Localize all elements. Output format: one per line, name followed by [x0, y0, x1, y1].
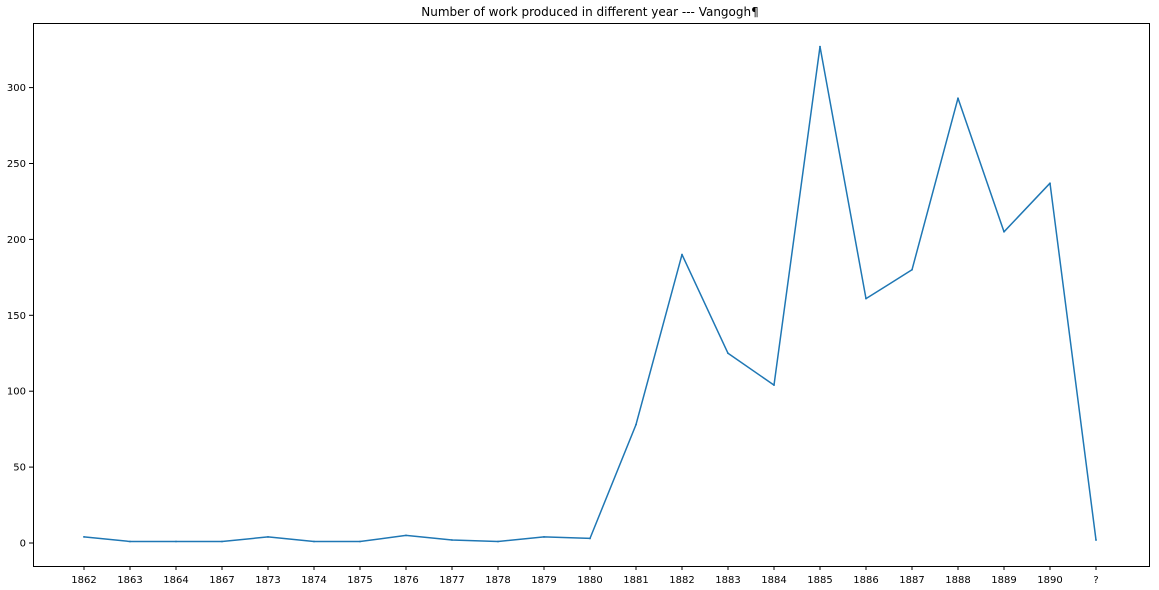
x-tick-label: 1886: [853, 575, 878, 586]
x-tick-label: ?: [1093, 575, 1098, 586]
data-point: [1049, 182, 1051, 185]
x-tick-label: 1876: [393, 575, 418, 586]
data-point: [727, 352, 729, 355]
y-tick-label: 150: [7, 311, 26, 322]
x-tick-label: 1887: [899, 575, 924, 586]
chart-title: Number of work produced in different yea…: [421, 5, 759, 19]
y-tick-label: 0: [20, 539, 26, 550]
data-point: [221, 540, 223, 543]
data-point: [175, 540, 177, 543]
data-point: [957, 97, 959, 100]
data-point: [635, 423, 637, 426]
y-tick-label: 200: [7, 235, 26, 246]
data-point: [1003, 230, 1005, 233]
x-tick-label: 1877: [439, 575, 464, 586]
x-tick-label: 1881: [623, 575, 648, 586]
data-point: [83, 536, 85, 538]
data-point: [589, 537, 591, 540]
x-tick-label: 1883: [715, 575, 740, 586]
data-point: [313, 540, 315, 543]
x-tick-label: 1879: [531, 575, 556, 586]
x-tick-label: 1880: [577, 575, 602, 586]
x-tick-label: 1890: [1037, 575, 1062, 586]
x-tick-label: 1882: [669, 575, 694, 586]
x-tick-label: 1884: [761, 575, 786, 586]
y-tick-label: 100: [7, 387, 26, 398]
series-line: [83, 45, 1097, 543]
data-point: [451, 539, 453, 541]
data-point: [911, 268, 913, 271]
data-point: [773, 384, 775, 387]
data-point: [1095, 539, 1097, 541]
x-tick-label: 1885: [807, 575, 832, 586]
y-tick-label: 250: [7, 159, 26, 170]
data-point: [497, 540, 499, 543]
x-tick-label: 1864: [163, 575, 188, 586]
data-point: [543, 536, 545, 538]
x-tick-label: 1874: [301, 575, 326, 586]
x-tick-label: 1888: [945, 575, 970, 586]
y-tick-label: 50: [13, 463, 26, 474]
data-point: [405, 534, 407, 537]
x-tick-label: 1863: [117, 575, 142, 586]
data-point: [129, 540, 131, 543]
data-point: [681, 253, 683, 256]
x-tick-label: 1889: [991, 575, 1016, 586]
data-point: [819, 45, 821, 48]
x-tick-label: 1867: [209, 575, 234, 586]
x-tick-label: 1875: [347, 575, 372, 586]
axes-frame: [33, 23, 1150, 567]
x-tick-label: 1878: [485, 575, 510, 586]
data-point: [865, 297, 867, 300]
x-tick-label: 1862: [71, 575, 96, 586]
data-point: [359, 540, 361, 543]
data-point: [267, 536, 269, 538]
x-tick-label: 1873: [255, 575, 280, 586]
plot-area: 0 50 100 150 200 250 300 1862 1863 1864 1867 1873 18…: [7, 23, 1150, 586]
y-tick-label: 300: [7, 83, 26, 94]
